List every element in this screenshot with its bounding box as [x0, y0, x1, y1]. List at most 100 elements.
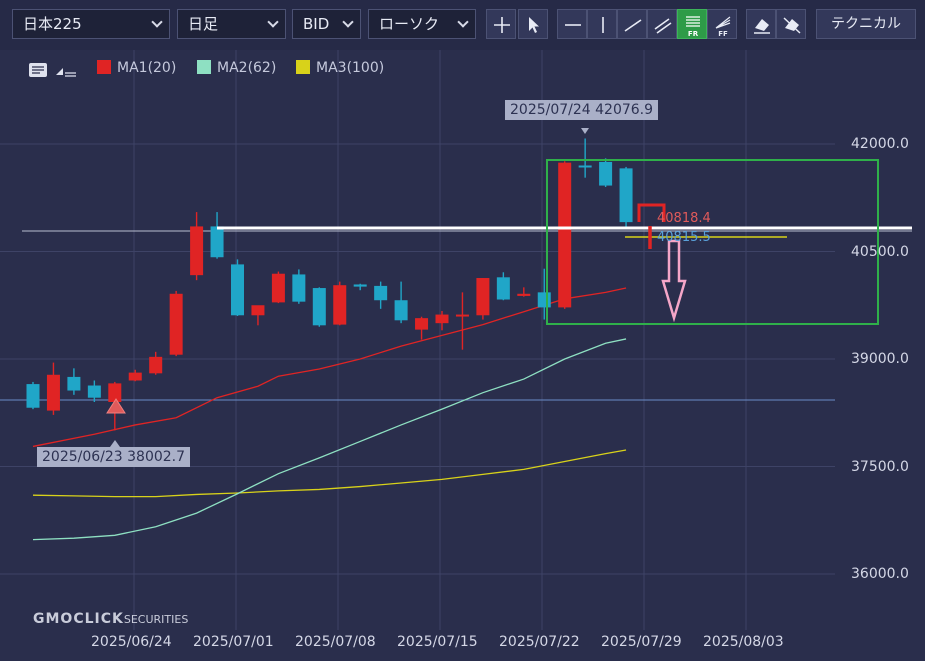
vertical-line-icon — [602, 17, 604, 33]
candle-body — [435, 314, 449, 324]
x-axis-tick-label: 2025/07/15 — [397, 634, 478, 650]
chart-style-select-value: ローソク — [379, 15, 440, 33]
toolbar: 日本225 日足 BID ローソク FR FF — [0, 0, 925, 50]
blue-price-label: 40815.5 — [657, 230, 711, 245]
ma3-line — [32, 449, 627, 498]
x-axis-tick-label: 2025/07/08 — [295, 634, 376, 650]
legend-ma2-label: MA2(62) — [217, 60, 277, 76]
y-axis-tick-label: 42000.0 — [851, 136, 909, 152]
trend-line-icon — [624, 19, 642, 32]
candle-body — [46, 374, 60, 411]
side-select-value: BID — [303, 15, 330, 33]
y-axis-tick-label: 37500.0 — [851, 459, 909, 475]
technical-button[interactable]: テクニカル — [816, 9, 916, 39]
chart-grid — [0, 50, 835, 630]
ma2-line — [32, 338, 627, 541]
pointer-button[interactable] — [518, 9, 548, 39]
parallel-line-button[interactable] — [647, 9, 677, 39]
interval-select-value: 日足 — [188, 15, 219, 33]
fibonacci-fan-label: FF — [718, 30, 728, 38]
fibonacci-fan-icon: FF — [715, 16, 731, 38]
candle-body — [87, 385, 101, 398]
x-axis-tick-label: 2025/07/22 — [499, 634, 580, 650]
chevron-down-icon — [457, 16, 469, 28]
legend-ma1-swatch — [97, 60, 111, 74]
symbol-select[interactable]: 日本225 — [12, 9, 170, 39]
candle-body — [67, 376, 81, 391]
low-price-tooltip: 2025/06/23 38002.7 — [37, 447, 191, 467]
buy-signal-icon — [106, 398, 126, 414]
candle-body — [619, 168, 633, 223]
parallel-line-icon — [654, 18, 672, 34]
legend-ma3[interactable]: MA3(100) — [296, 60, 384, 80]
fibonacci-retracement-button[interactable]: FR — [677, 9, 707, 39]
high-tooltip-pointer — [581, 128, 589, 134]
legend-menu-icon[interactable] — [28, 62, 48, 78]
down-arrow-icon — [661, 239, 687, 323]
x-axis-tick-label: 2025/06/24 — [91, 634, 172, 650]
candle-body — [128, 372, 142, 381]
crosshair-button[interactable] — [486, 9, 516, 39]
candle-body — [353, 284, 367, 287]
low-tooltip-pointer — [110, 440, 120, 447]
ma1-line — [32, 287, 627, 448]
erase-all-button[interactable] — [776, 9, 806, 39]
fibonacci-fan-button[interactable]: FF — [707, 9, 737, 39]
legend-ma3-label: MA3(100) — [316, 60, 385, 76]
candle-body — [333, 285, 347, 325]
candle-body — [537, 292, 551, 308]
highlight-box — [546, 159, 879, 325]
logo-brand: GMOCLICK — [33, 611, 124, 627]
candle-body — [394, 300, 408, 321]
legend-collapse-icon[interactable] — [54, 64, 78, 78]
candle-body — [210, 226, 224, 258]
legend-ma1-label: MA1(20) — [117, 60, 177, 76]
candle-body — [578, 165, 592, 168]
chevron-down-icon — [151, 16, 163, 28]
y-axis-tick-label: 36000.0 — [851, 566, 909, 582]
x-axis-tick-label: 2025/07/29 — [601, 634, 682, 650]
vertical-line-button[interactable] — [587, 9, 617, 39]
interval-select[interactable]: 日足 — [177, 9, 286, 39]
high-price-tooltip: 2025/07/24 42076.9 — [505, 100, 659, 120]
candle-body — [292, 274, 306, 302]
eraser-button[interactable] — [746, 9, 776, 39]
fibonacci-retracement-label: FR — [688, 30, 699, 38]
crosshair-icon — [494, 17, 510, 33]
erase-all-icon — [783, 17, 801, 34]
candle-body — [251, 305, 265, 316]
x-axis-tick-label: 2025/07/01 — [193, 634, 274, 650]
legend-ma3-swatch — [296, 60, 310, 74]
eraser-icon — [754, 19, 770, 34]
horizontal-line-icon — [565, 24, 581, 26]
candle-body — [231, 264, 244, 316]
candle-body — [455, 314, 469, 317]
candle-body — [169, 293, 183, 355]
candle-body — [496, 277, 510, 300]
candle-body — [558, 162, 572, 308]
candle-body — [476, 278, 490, 316]
legend-ma2[interactable]: MA2(62) — [197, 60, 276, 80]
logo-suffix: SECURITIES — [123, 613, 189, 626]
candle-body — [108, 383, 122, 402]
red-bracket-marker — [637, 203, 666, 222]
x-axis-tick-label: 2025/08/03 — [703, 634, 784, 650]
trend-line-button[interactable] — [617, 9, 647, 39]
side-select[interactable]: BID — [292, 9, 361, 39]
drawing-overlays — [106, 128, 879, 447]
symbol-select-value: 日本225 — [23, 15, 82, 33]
candle-body — [149, 356, 163, 374]
y-axis-tick-label: 40500.0 — [851, 244, 909, 260]
candle-body — [26, 384, 40, 408]
chart-style-select[interactable]: ローソク — [368, 9, 476, 39]
candle-body — [415, 318, 429, 330]
candle-body — [599, 161, 613, 186]
chevron-down-icon — [267, 16, 279, 28]
price-chart[interactable] — [0, 50, 925, 661]
candle-body — [271, 273, 285, 303]
horizontal-line-button[interactable] — [557, 9, 587, 39]
fibonacci-retracement-icon: FR — [686, 16, 700, 38]
legend-ma1[interactable]: MA1(20) — [97, 60, 176, 80]
candle-body — [190, 226, 204, 276]
chevron-down-icon — [342, 16, 354, 28]
